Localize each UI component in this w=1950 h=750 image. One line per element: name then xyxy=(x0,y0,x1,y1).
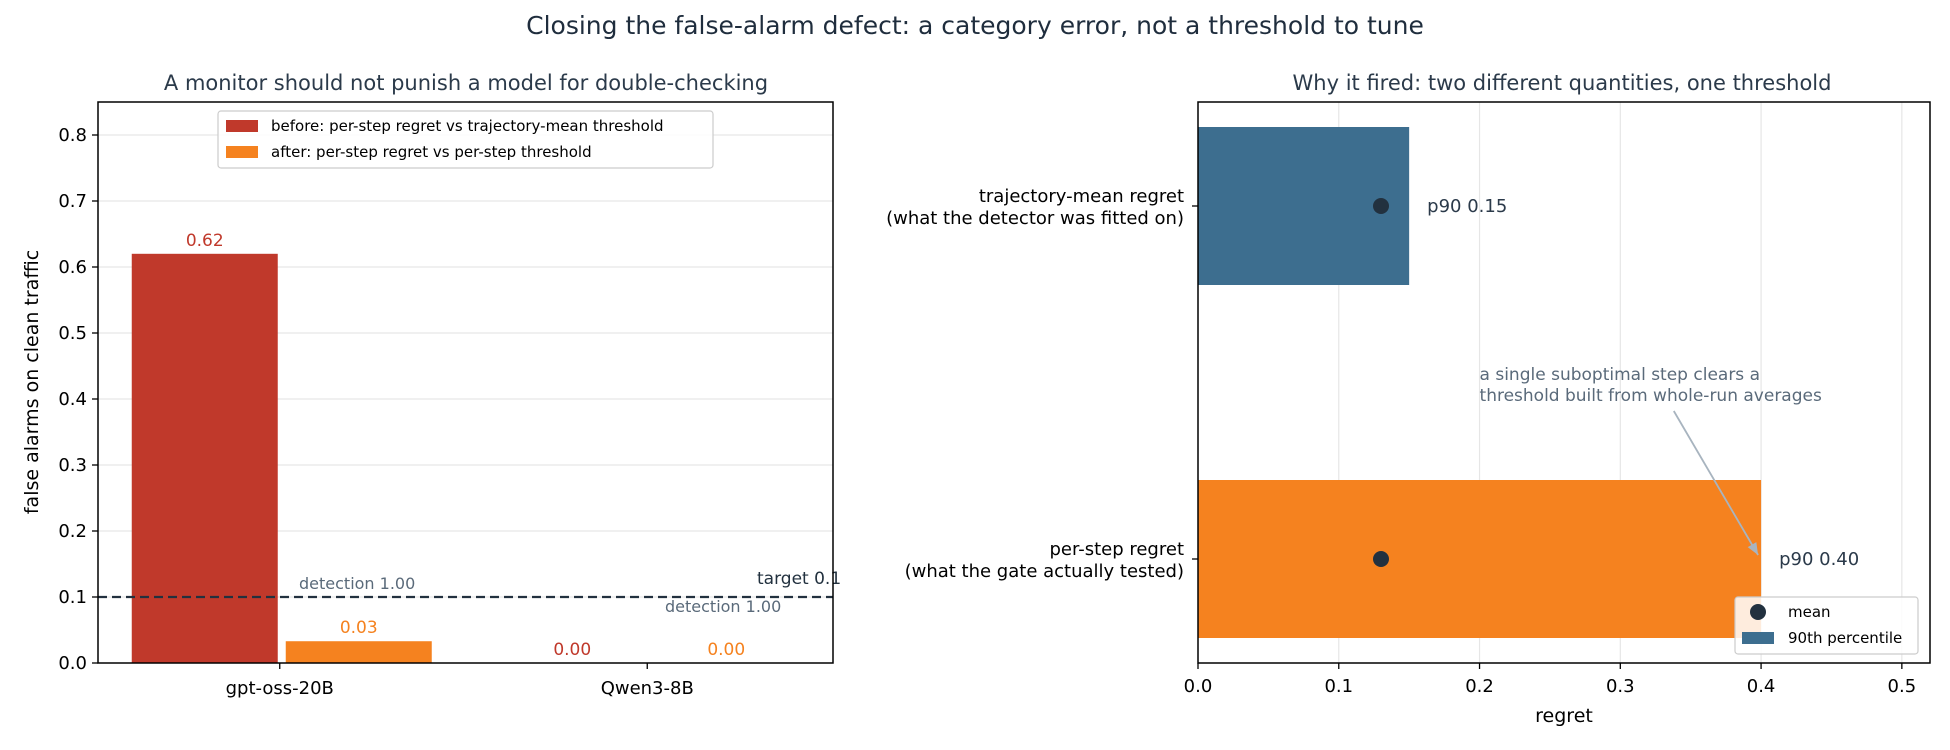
right-legend-box xyxy=(1734,596,1919,655)
right-bar xyxy=(1198,480,1762,638)
right-legend-label: mean xyxy=(1788,603,1831,621)
right-mean-point xyxy=(1373,551,1389,567)
right-chart: Why it fired: two different quantities, … xyxy=(886,71,1931,727)
left-y-tick-label: 0.0 xyxy=(58,653,87,674)
left-y-tick-label: 0.7 xyxy=(58,191,87,212)
right-legend-mean-marker xyxy=(1750,604,1766,620)
left-legend: before: per-step regret vs trajectory-me… xyxy=(217,110,714,169)
right-x-ticks: 0.0 0.1 0.2 0.3 0.4 0.5 xyxy=(1184,663,1916,697)
left-chart: A monitor should not punish a model for … xyxy=(21,71,841,699)
left-legend-label: after: per-step regret vs per-step thres… xyxy=(271,143,592,161)
right-x-tick-label: 0.5 xyxy=(1888,676,1917,697)
left-bar-value-label: 0.00 xyxy=(553,640,591,660)
right-x-tick-label: 0.1 xyxy=(1324,676,1353,697)
left-bar-value-label: 0.00 xyxy=(707,640,745,660)
right-chart-title: Why it fired: two different quantities, … xyxy=(1293,71,1832,95)
right-mean-point xyxy=(1373,198,1389,214)
right-annotation-line: a single suboptimal step clears a xyxy=(1480,365,1760,385)
left-y-ticks: 0.0 0.1 0.2 0.3 0.4 0.5 0.6 0.7 0.8 xyxy=(58,125,98,674)
left-detection-note: detection 1.00 xyxy=(665,597,781,616)
left-bar xyxy=(285,641,432,663)
left-bar xyxy=(131,253,278,664)
left-target-line-group: target 0.1 xyxy=(98,569,841,599)
left-chart-title: A monitor should not punish a model for … xyxy=(164,71,768,95)
right-bar-value-label: p90 0.15 xyxy=(1427,196,1507,217)
left-axes-frame xyxy=(97,101,834,664)
right-x-tick-label: 0.2 xyxy=(1465,676,1494,697)
right-x-tick-label: 0.0 xyxy=(1184,676,1213,697)
left-x-tick-label: gpt-oss-20B xyxy=(226,678,334,699)
right-legend-label: 90th percentile xyxy=(1788,629,1902,647)
left-x-tick-label: Qwen3-8B xyxy=(601,678,694,699)
left-y-tick-label: 0.5 xyxy=(58,323,87,344)
left-y-tick-label: 0.8 xyxy=(58,125,87,146)
right-x-axis-label: regret xyxy=(1535,705,1593,727)
left-detection-note: detection 1.00 xyxy=(299,574,415,593)
left-y-tick-label: 0.1 xyxy=(58,587,87,608)
right-x-tick-label: 0.3 xyxy=(1606,676,1635,697)
left-y-axis-label: false alarms on clean traffic xyxy=(21,250,43,514)
left-bar-value-label: 0.03 xyxy=(340,618,378,638)
figure-title: Closing the false-alarm defect: a catego… xyxy=(526,11,1424,40)
right-category-label: trajectory-mean regret xyxy=(979,186,1184,207)
right-category-sublabel: (what the detector was fitted on) xyxy=(886,208,1184,229)
right-axes-frame xyxy=(1197,101,1931,664)
left-annotations: detection 1.00 detection 1.00 xyxy=(299,574,781,616)
right-bars: p90 0.15 p90 0.40 xyxy=(1198,127,1859,638)
right-legend: mean 90th percentile xyxy=(1734,596,1919,655)
left-y-tick-label: 0.4 xyxy=(58,389,87,410)
right-annotation-arrow xyxy=(1673,410,1759,556)
right-annotation: a single suboptimal step clears athresho… xyxy=(1480,365,1822,556)
left-y-tick-label: 0.2 xyxy=(58,521,87,542)
right-annotation-arrowhead xyxy=(1747,542,1759,555)
left-y-tick-label: 0.3 xyxy=(58,455,87,476)
left-bar-value-label: 0.62 xyxy=(186,231,224,251)
right-x-tick-label: 0.4 xyxy=(1747,676,1776,697)
left-bars: 0.62 0.00 0.03 0.00 xyxy=(131,231,745,664)
left-y-tick-label: 0.6 xyxy=(58,257,87,278)
left-legend-swatch xyxy=(226,120,258,132)
right-bar-value-label: p90 0.40 xyxy=(1779,549,1859,570)
right-category-sublabel: (what the gate actually tested) xyxy=(905,561,1184,582)
right-category-labels: trajectory-mean regret(what the detector… xyxy=(886,186,1198,582)
left-legend-swatch xyxy=(226,146,258,158)
right-annotation-line: threshold built from whole-run averages xyxy=(1480,386,1822,406)
right-legend-swatch xyxy=(1742,632,1774,644)
left-x-ticks: gpt-oss-20B Qwen3-8B xyxy=(226,663,694,699)
left-legend-label: before: per-step regret vs trajectory-me… xyxy=(271,117,664,135)
left-legend-box xyxy=(217,110,714,169)
right-category-label: per-step regret xyxy=(1049,539,1184,560)
left-target-label: target 0.1 xyxy=(757,569,841,589)
